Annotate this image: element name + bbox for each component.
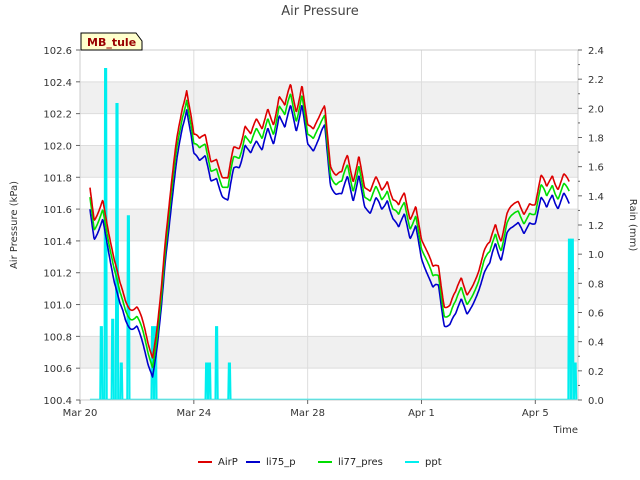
y2-tick-label: 2.4 [588,46,604,57]
AirP-line [89,84,570,359]
y2-tick-label: 0.4 [588,338,604,349]
y2-tick-label: 0.2 [588,367,604,378]
y-axis-title: Air Pressure (kPa) [9,181,20,269]
band [80,336,578,369]
left-axis: 100.4 100.6 100.8 101.0 101.2 101.4 101.6 101.8… [43,46,80,407]
site-badge-label: MB_tule [87,36,136,49]
ppt-spike [114,102,120,401]
x-axis: Mar 20 Mar 24 Mar 28 Apr 1 Apr 5 [63,400,549,419]
y-tick-label: 101.6 [43,205,72,216]
ppt-spike [207,362,212,401]
legend-label-AirP: AirP [218,457,238,468]
band [80,81,578,114]
y2-tick-label: 2.0 [588,104,604,115]
legend: AirP li75_p li77_pres ppt [198,457,442,468]
y2-tick-label: 1.4 [588,192,604,203]
ppt-spike [119,362,124,401]
x-tick-label: Mar 20 [63,408,98,419]
right-axis: 0.0 0.2 0.4 0.6 0.8 1.0 1.2 1.4 1.6 1.8 2.0 2.2 2.4 [578,46,604,407]
y-tick-label: 101.2 [43,269,72,280]
chart-title: Air Pressure [281,4,359,19]
y-tick-label: 102.2 [43,110,72,121]
ppt-spike [567,238,572,401]
site-badge-shape [80,32,143,51]
li75_p-line [89,105,570,378]
li77_pres-line [89,93,570,369]
ppt-spike [99,326,104,401]
y-tick-label: 101.4 [43,237,72,248]
y-tick-label: 100.8 [43,332,72,343]
y2-tick-label: 0.8 [588,279,604,290]
y-tick-label: 102.6 [43,46,72,57]
y-tick-label: 100.4 [43,396,72,407]
pressure-series [89,84,570,378]
background-bands [80,81,578,369]
ppt-spike [214,326,219,401]
x-tick-label: Mar 24 [176,408,211,419]
y2-tick-label: 0.6 [588,309,604,320]
y2-tick-label: 0.0 [588,396,604,407]
site-badge: MB_tule [80,32,143,51]
legend-label-ppt: ppt [425,457,442,468]
x-tick-label: Apr 5 [522,408,549,419]
y2-tick-label: 1.2 [588,221,604,232]
x-axis-title: Time [553,425,578,436]
y-tick-label: 101.0 [43,301,72,312]
y2-axis-title: Rain (mm) [627,199,638,252]
y2-tick-label: 1.0 [588,250,604,261]
ppt-spike [227,362,232,401]
y-tick-label: 102.4 [43,78,72,89]
y-tick-label: 100.6 [43,364,72,375]
band [80,272,578,305]
y2-tick-label: 1.8 [588,134,604,145]
ppt-spike [110,318,115,401]
y2-tick-label: 1.6 [588,163,604,174]
y-tick-label: 102.0 [43,141,72,152]
y-tick-label: 101.8 [43,173,72,184]
ppt-spike [204,362,209,401]
legend-label-li75_p: li75_p [266,457,296,468]
ppt-spike [570,238,575,401]
ppt-spike [573,362,578,401]
band [80,209,578,241]
x-tick-label: Mar 28 [290,408,325,419]
x-tick-label: Apr 1 [408,408,435,419]
legend-label-li77_pres: li77_pres [338,457,383,468]
y2-tick-label: 2.2 [588,75,604,86]
